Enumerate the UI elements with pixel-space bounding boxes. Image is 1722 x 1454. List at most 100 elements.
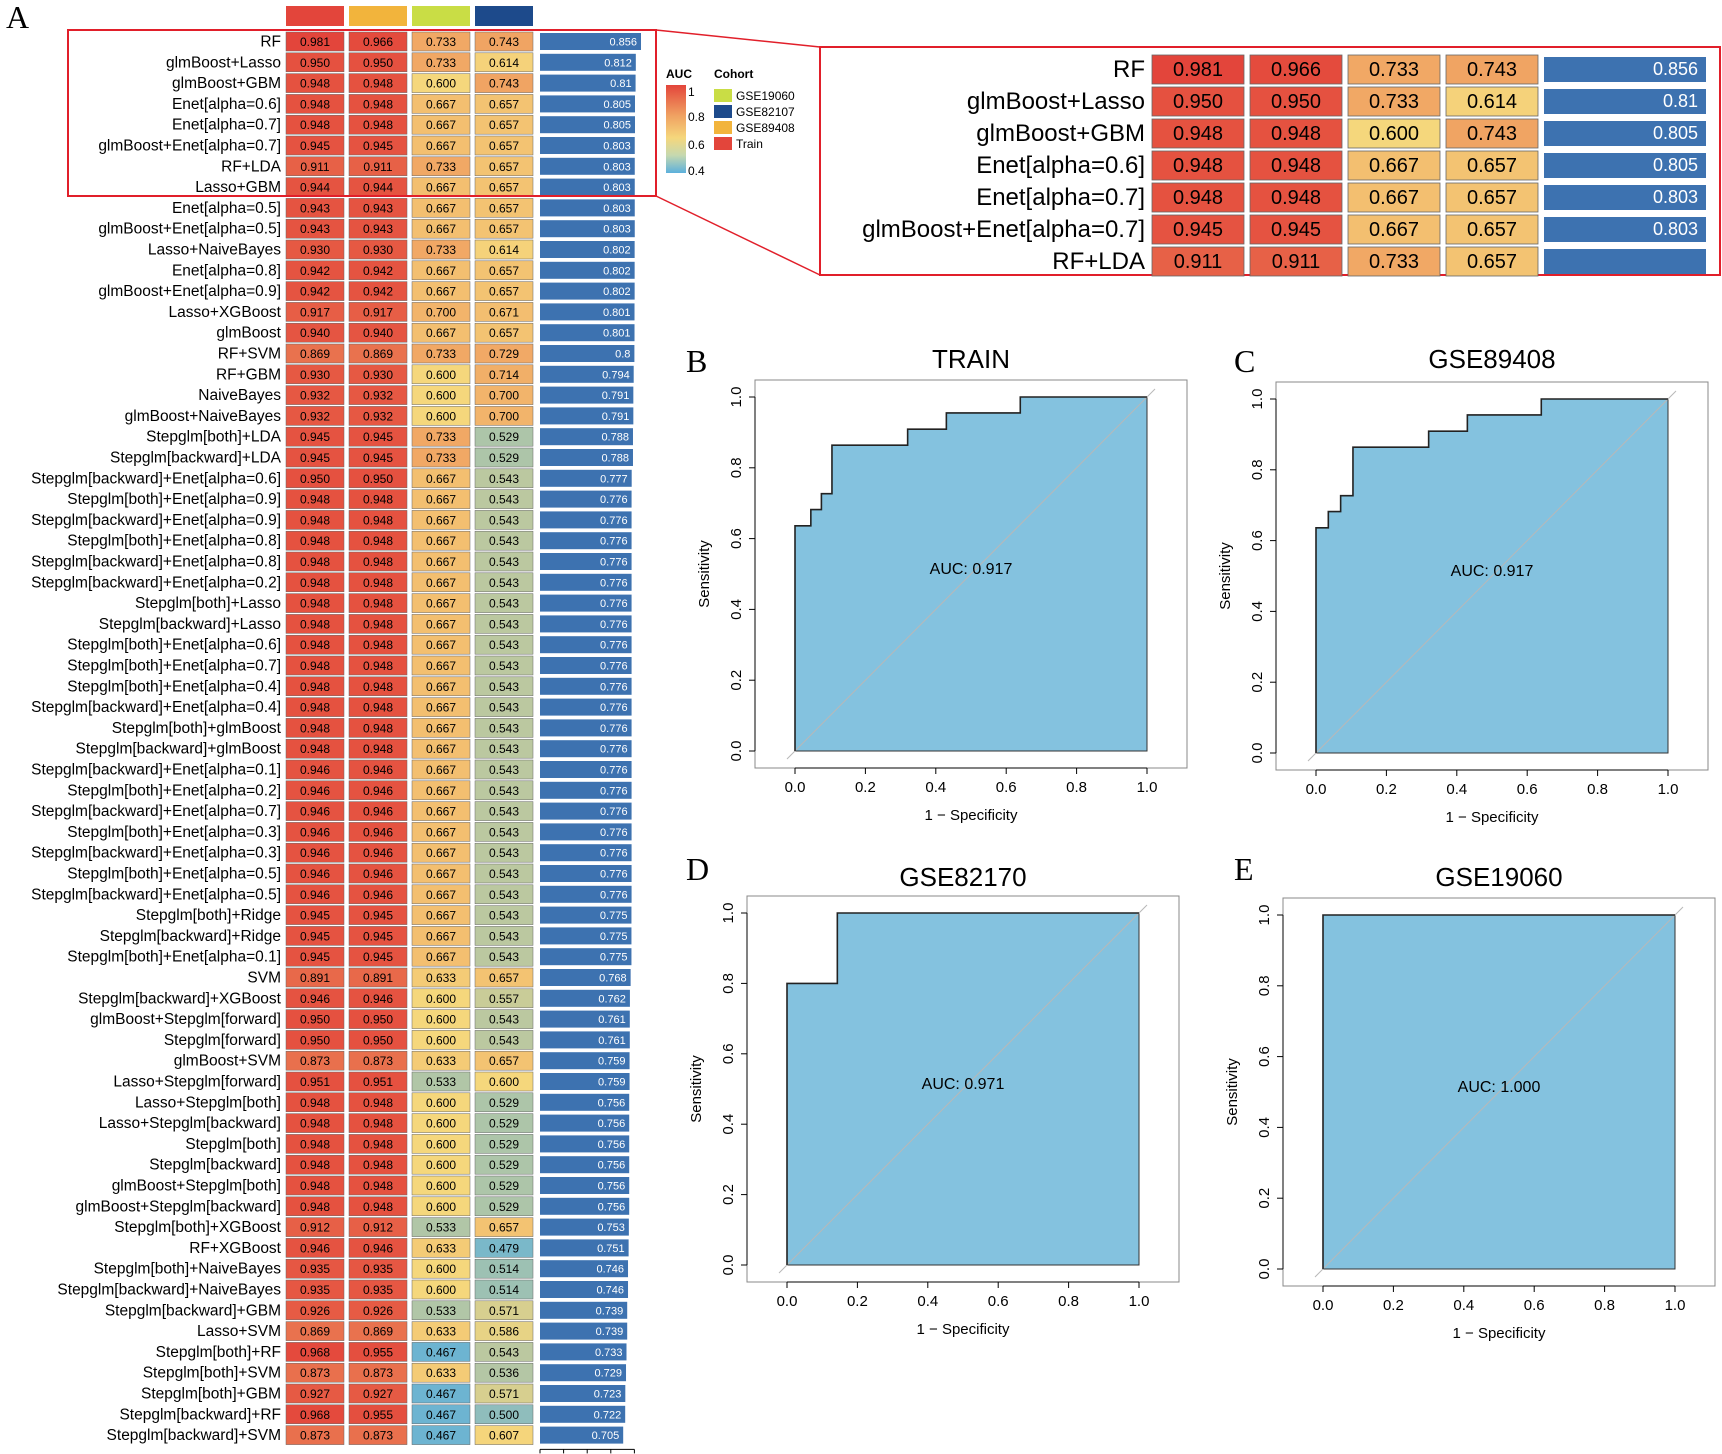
panel-letter-c: C	[1234, 343, 1255, 379]
heatmap-cell-value: 0.946	[300, 784, 330, 798]
heatmap-cell	[411, 676, 471, 697]
heatmap-cell-value: 0.948	[300, 701, 330, 715]
roc-x-tick-label: 0.0	[785, 779, 806, 796]
heatmap-cell-value: 0.543	[489, 701, 519, 715]
roc-x-tick-label: 0.8	[1066, 779, 1087, 796]
heatmap-cell-value: 0.667	[426, 118, 456, 132]
heatmap-cell	[411, 1238, 471, 1258]
heatmap-cell	[285, 822, 345, 842]
zoom-cell	[1249, 150, 1343, 181]
mean-auc-bar	[540, 1135, 630, 1153]
heatmap-cell	[348, 135, 408, 156]
heatmap-cell	[348, 510, 408, 530]
heatmap-cell-value: 0.948	[363, 617, 393, 631]
roc-y-tick-label: 0.6	[1249, 530, 1266, 551]
zoom-cell	[1347, 118, 1441, 149]
heatmap-cell	[411, 863, 471, 884]
heatmap-cell-value: 0.948	[300, 555, 330, 569]
heatmap-cell-value: 0.557	[489, 992, 519, 1006]
heatmap-cell-value: 0.657	[489, 222, 519, 236]
roc-x-tick-label: 0.2	[847, 1293, 868, 1310]
zoom-cell-value: 0.667	[1369, 187, 1419, 209]
heatmap-cell-value: 0.948	[363, 1117, 393, 1131]
heatmap-cell	[285, 1071, 345, 1092]
mean-auc-bar	[540, 615, 632, 633]
heatmap-cell-value: 0.633	[426, 1241, 456, 1255]
heatmap-cell	[411, 1217, 471, 1237]
heatmap-cell-value: 0.930	[363, 243, 393, 257]
heatmap-cell-value: 0.667	[426, 909, 456, 923]
heatmap-cell	[474, 780, 534, 801]
heatmap-cell-value: 0.657	[489, 181, 519, 195]
roc-y-tick-label: 0.0	[728, 741, 745, 762]
bar-axis-tick-label: 0.2	[555, 1452, 572, 1454]
heatmap-cell-value: 0.543	[489, 805, 519, 819]
heatmap-cell	[474, 801, 534, 821]
heatmap-cell	[411, 302, 471, 322]
row-label: Stepglm[backward]	[149, 1157, 281, 1174]
heatmap-cell-value: 0.479	[489, 1241, 519, 1255]
mean-auc-bar	[540, 989, 630, 1007]
heatmap-cell-value: 0.948	[300, 1096, 330, 1110]
heatmap-cell	[474, 593, 534, 613]
heatmap-cell	[474, 842, 534, 863]
heatmap-cell	[348, 946, 408, 967]
mean-auc-value: 0.729	[594, 1368, 622, 1380]
heatmap-cell	[285, 510, 345, 530]
heatmap-cell-value: 0.948	[363, 597, 393, 611]
heatmap-cell-value: 0.942	[300, 264, 330, 278]
zoom-cell	[1445, 86, 1539, 117]
heatmap-cell-value: 0.948	[363, 97, 393, 111]
cohort-swatch-gse19060	[714, 89, 732, 102]
heatmap-cell-value: 0.950	[363, 1013, 393, 1027]
heatmap-cell	[411, 322, 471, 343]
heatmap-cell	[474, 1092, 534, 1113]
heatmap-cell	[348, 468, 408, 489]
mean-auc-value: 0.788	[601, 432, 629, 444]
row-label: glmBoost+Enet[alpha=0.9]	[98, 283, 281, 300]
zoom-cell	[1249, 54, 1343, 85]
heatmap-cell-value: 0.945	[363, 430, 393, 444]
heatmap-cell	[474, 302, 534, 322]
heatmap-cell-value: 0.948	[363, 118, 393, 132]
row-label: Stepglm[both]+Enet[alpha=0.3]	[67, 824, 281, 841]
heatmap-cell-value: 0.948	[363, 721, 393, 735]
heatmap-cell-value: 0.946	[363, 888, 393, 902]
roc-title: TRAIN	[932, 344, 1010, 374]
mean-auc-bar	[540, 365, 634, 383]
roc-x-tick-label: 0.6	[1517, 781, 1538, 798]
heatmap-cell-value: 0.600	[426, 1262, 456, 1276]
heatmap-cell-value: 0.533	[426, 1304, 456, 1318]
roc-x-tick-label: 0.0	[777, 1293, 798, 1310]
zoom-cell	[1347, 86, 1441, 117]
roc-x-tick-label: 0.4	[925, 779, 946, 796]
heatmap-cell-value: 0.600	[426, 1096, 456, 1110]
heatmap-cell-value: 0.932	[300, 389, 330, 403]
roc-y-tick-label: 0.8	[1249, 459, 1266, 480]
mean-auc-bar	[540, 802, 632, 820]
heatmap-cell-value: 0.946	[300, 825, 330, 839]
zoom-cell	[1151, 246, 1245, 277]
heatmap-cell-value: 0.543	[489, 721, 519, 735]
heatmap-cell	[348, 447, 408, 468]
zoom-row-label: glmBoost+Lasso	[967, 88, 1145, 115]
heatmap-cell	[411, 135, 471, 156]
heatmap-cell	[411, 1071, 471, 1092]
heatmap-cell-value: 0.948	[363, 742, 393, 756]
heatmap-cell-value: 0.968	[300, 1408, 330, 1422]
roc-y-tick-label: 0.0	[720, 1255, 737, 1276]
heatmap-cell-value: 0.943	[363, 201, 393, 215]
mean-auc-value: 0.762	[598, 993, 626, 1005]
heatmap-cell	[474, 94, 534, 114]
heatmap-cell	[474, 676, 534, 697]
heatmap-cell	[411, 1030, 471, 1050]
zoom-cell-value: 0.981	[1173, 59, 1223, 81]
heatmap-cell	[411, 1175, 471, 1196]
mean-auc-bar	[540, 927, 632, 945]
heatmap-cell-value: 0.873	[300, 1366, 330, 1380]
heatmap-cell-value: 0.940	[300, 326, 330, 340]
heatmap-cell-value: 0.950	[300, 1013, 330, 1027]
mean-auc-bar	[540, 1239, 629, 1257]
zoom-cell-value: 0.950	[1271, 91, 1321, 113]
